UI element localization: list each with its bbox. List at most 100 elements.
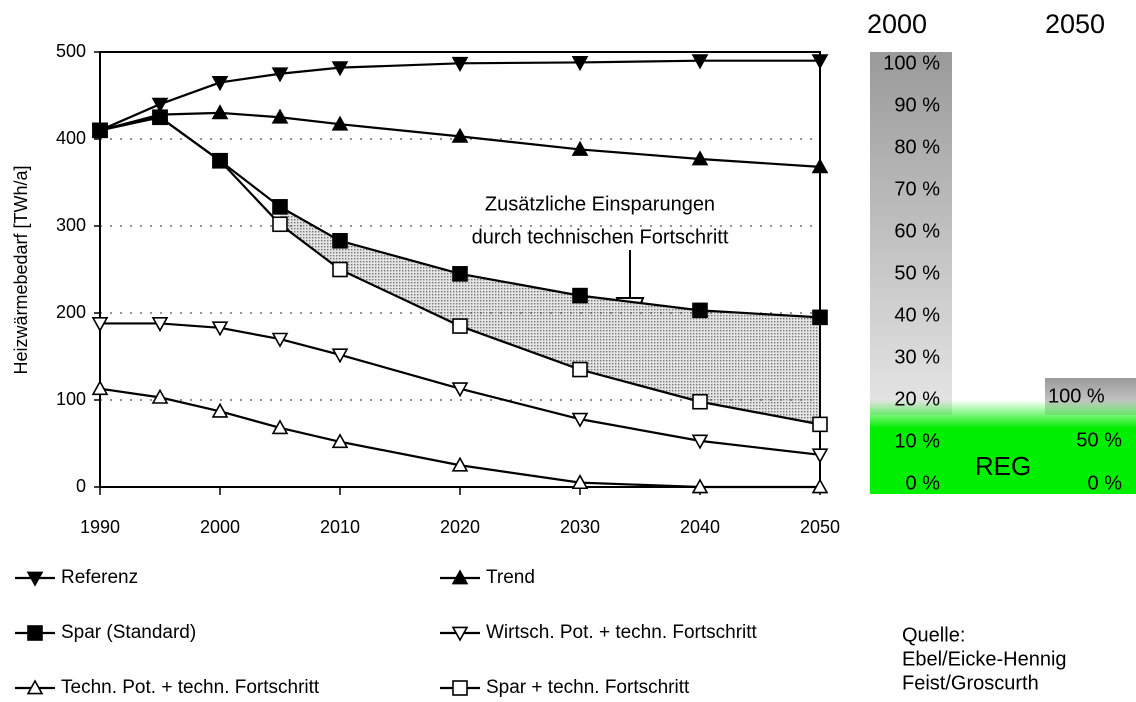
data-point — [811, 158, 829, 174]
data-point — [451, 456, 469, 472]
data-point — [451, 382, 469, 398]
legend-marker — [27, 625, 43, 641]
data-point — [151, 388, 169, 404]
x-tick-label: 2020 — [440, 517, 480, 537]
x-tick-label: 2030 — [560, 517, 600, 537]
data-point — [332, 232, 348, 249]
annotation: durch technischen Fortschritt — [472, 226, 729, 248]
data-point — [331, 348, 349, 364]
data-point — [571, 412, 589, 428]
savings-area — [280, 206, 820, 425]
data-point — [212, 152, 228, 169]
mix-scale-label: 80 % — [894, 136, 940, 158]
data-point — [451, 56, 469, 72]
data-point — [151, 317, 169, 333]
data-point — [272, 216, 288, 233]
data-point — [91, 123, 109, 139]
legend-label: Spar + techn. Fortschritt — [486, 677, 690, 698]
x-tick-label: 2050 — [800, 517, 840, 537]
data-point — [451, 127, 469, 143]
y-tick-label: 100 — [56, 389, 86, 409]
legend-marker — [26, 571, 44, 587]
y-tick-label: 0 — [76, 476, 86, 496]
legend-label: Wirtsch. Pot. + techn. Fortschritt — [486, 622, 758, 643]
data-point — [811, 54, 829, 70]
data-point — [151, 97, 169, 113]
data-point — [211, 76, 229, 92]
data-point — [571, 140, 589, 156]
legend-marker — [26, 679, 44, 695]
year-label: 2050 — [1045, 9, 1105, 39]
x-tick-label: 2000 — [200, 517, 240, 537]
source: Feist/Groscurth — [902, 672, 1039, 694]
data-point — [691, 150, 709, 166]
data-point — [691, 478, 709, 494]
mix-scale-label: 20 % — [894, 388, 940, 410]
data-point — [332, 261, 348, 278]
x-tick-label: 2040 — [680, 517, 720, 537]
data-point — [572, 361, 588, 378]
year-label: 2000 — [867, 9, 927, 39]
data-point — [452, 318, 468, 334]
mix-scale-label: 50 % — [1076, 429, 1122, 451]
mix-scale-label: 30 % — [894, 346, 940, 368]
y-tick-label: 400 — [56, 128, 86, 148]
annotation: Zusätzliche Einsparungen — [485, 193, 715, 215]
source: Ebel/Eicke-Hennig — [902, 648, 1067, 670]
y-tick-label: 500 — [56, 41, 86, 61]
x-tick-label: 1990 — [80, 517, 120, 537]
data-point — [452, 266, 468, 282]
data-point — [271, 67, 289, 83]
data-point — [211, 402, 229, 418]
y-axis-label: Heizwärmebedarf [TWh/a] — [11, 165, 31, 374]
source: Quelle: — [902, 624, 965, 646]
legend-label: Trend — [486, 567, 535, 588]
data-point — [331, 115, 349, 131]
mix-scale-label: 100 % — [883, 52, 940, 74]
data-point — [692, 393, 708, 410]
data-point — [691, 434, 709, 450]
legend-label: Referenz — [61, 567, 138, 588]
mix-scale-label: 70 % — [894, 178, 940, 200]
mix-scale-label: 10 % — [894, 430, 940, 452]
data-point — [811, 478, 829, 494]
legend-marker — [452, 680, 468, 696]
legend-label: Spar (Standard) — [61, 622, 196, 643]
data-point — [812, 309, 828, 326]
x-tick-label: 2010 — [320, 517, 360, 537]
data-point — [211, 321, 229, 337]
mix-scale-label: 90 % — [894, 94, 940, 116]
data-point — [571, 56, 589, 72]
mix-scale-label: 0 % — [906, 472, 941, 494]
data-point — [211, 104, 229, 120]
data-point — [91, 380, 109, 396]
data-point — [272, 199, 288, 215]
data-point — [151, 105, 169, 122]
reg-label: REG — [975, 451, 1031, 481]
data-point — [571, 474, 589, 490]
mix-green — [870, 400, 1136, 494]
data-point — [811, 448, 829, 464]
data-point — [271, 332, 289, 348]
mix-scale-label: 40 % — [894, 304, 940, 326]
plot-frame — [99, 51, 821, 488]
mix-scale-label: 50 % — [894, 262, 940, 284]
mix-scale-label: 60 % — [894, 220, 940, 242]
data-point — [691, 54, 709, 70]
data-point — [331, 433, 349, 449]
mix-scale-label: 0 % — [1088, 472, 1123, 494]
mix-2000-gray — [870, 52, 952, 415]
data-point — [271, 108, 289, 124]
data-point — [692, 302, 708, 319]
y-tick-label: 300 — [56, 215, 86, 235]
legend-marker — [451, 626, 469, 642]
data-point — [572, 287, 588, 304]
data-point — [812, 416, 828, 433]
y-tick-label: 200 — [56, 302, 86, 322]
mix-scale-label: 100 % — [1048, 385, 1105, 407]
data-point — [271, 419, 289, 435]
legend-marker — [451, 569, 469, 585]
legend-label: Techn. Pot. + techn. Fortschritt — [61, 677, 320, 698]
data-point — [91, 317, 109, 333]
